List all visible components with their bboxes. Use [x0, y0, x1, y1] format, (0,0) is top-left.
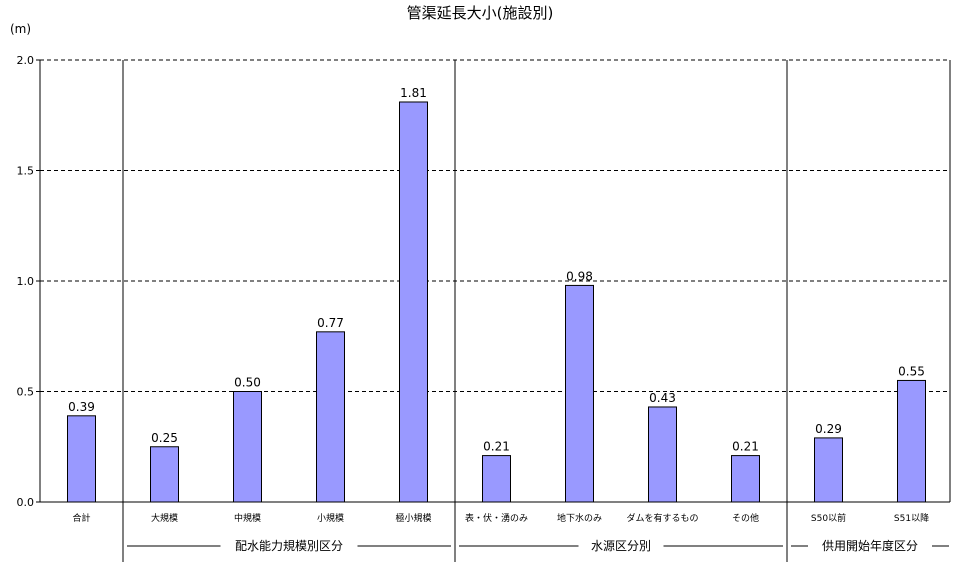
x-tick-label: ダムを有するもの	[626, 512, 698, 524]
axes: 0.0 0.5 1.0 1.5 2.0	[17, 54, 951, 509]
x-tick-label: S50以前	[811, 512, 846, 524]
data-label: 0.21	[732, 440, 759, 454]
category-labels: 合計 大規模 中規模 小規模 極小規模 表・伏・湧のみ 地下水のみ ダムを有するもの その他 S5…	[72, 512, 929, 524]
bar	[399, 101, 428, 503]
y-axis-unit: (m)	[10, 22, 31, 36]
bar	[814, 437, 843, 503]
data-label: 0.55	[898, 364, 925, 378]
chart-title: 管渠延長大小(施設別)	[407, 4, 554, 22]
bar	[150, 446, 179, 503]
data-label: 0.43	[649, 391, 676, 405]
bar	[731, 455, 760, 503]
data-label: 0.77	[317, 316, 344, 330]
bar	[565, 284, 594, 503]
bar	[482, 455, 511, 503]
data-label: 0.21	[483, 440, 510, 454]
y-tick-label: 2.0	[17, 54, 35, 67]
bar	[316, 331, 345, 503]
data-label: 0.98	[566, 269, 593, 283]
x-tick-label: 大規模	[151, 512, 178, 524]
x-tick-label: 表・伏・湧のみ	[465, 512, 528, 524]
gridlines	[40, 59, 950, 392]
group-labels: 配水能力規模別区分 水源区分別 供用開始年度区分	[127, 538, 949, 553]
data-label: 0.25	[151, 431, 178, 445]
group-label: 水源区分別	[591, 539, 651, 553]
data-label: 0.50	[234, 376, 261, 390]
x-tick-label: 中規模	[234, 512, 261, 524]
bar	[67, 415, 96, 503]
x-tick-label: 地下水のみ	[557, 512, 602, 524]
group-label: 供用開始年度区分	[822, 538, 918, 553]
x-tick-label: その他	[732, 512, 759, 524]
x-tick-label: 小規模	[317, 513, 344, 524]
x-tick-label: 極小規模	[395, 512, 431, 524]
data-label: 0.29	[815, 422, 842, 436]
group-label: 配水能力規模別区分	[235, 538, 343, 553]
x-tick-label: 合計	[72, 512, 90, 524]
bar	[897, 379, 926, 503]
bar	[648, 406, 677, 503]
y-tick-label: 0.5	[17, 386, 35, 399]
data-labels: 0.39 0.25 0.50 0.77 1.81 0.21 0.98 0.43 0.21 0.29…	[68, 86, 925, 454]
y-tick-label: 0.0	[17, 496, 35, 509]
data-label: 0.39	[68, 400, 95, 414]
x-tick-label: S51以降	[894, 512, 929, 524]
bar	[233, 391, 262, 503]
group-separators	[122, 60, 788, 562]
y-tick-label: 1.0	[17, 275, 35, 288]
y-tick-label: 1.5	[17, 165, 35, 178]
data-label: 1.81	[400, 86, 427, 100]
